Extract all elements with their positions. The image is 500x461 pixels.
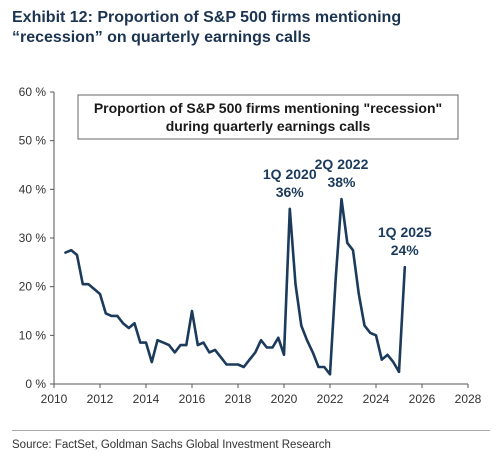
exhibit-title: Exhibit 12: Proportion of S&P 500 firms … <box>12 9 402 46</box>
y-tick-label: 30 % <box>19 231 47 245</box>
annotation-label: 1Q 2020 <box>263 166 317 182</box>
source-divider <box>12 430 490 431</box>
chart-title-line: Proportion of S&P 500 firms mentioning "… <box>94 100 442 116</box>
series-line <box>64 197 401 376</box>
annotation-label: 36% <box>276 184 305 200</box>
chart-inner-title-box: Proportion of S&P 500 firms mentioning "… <box>77 94 459 140</box>
x-tick-label: 2012 <box>87 392 114 406</box>
y-tick-label: 40 % <box>19 182 47 196</box>
y-tick-label: 60 % <box>19 85 47 99</box>
source-note: Source: FactSet, Goldman Sachs Global In… <box>12 439 331 451</box>
chart-ticks: 0 % 10 % 20 % 30 % 40 % 50 % 60 % 2010 2012 2014 2… <box>19 85 482 406</box>
x-tick-label: 2020 <box>271 392 298 406</box>
x-tick-label: 2024 <box>363 392 390 406</box>
y-tick-label: 0 % <box>25 377 46 391</box>
y-tick-label: 20 % <box>19 280 47 294</box>
x-tick-label: 2026 <box>409 392 436 406</box>
y-tick-label: 50 % <box>19 134 47 148</box>
series-line <box>397 265 407 374</box>
x-tick-label: 2016 <box>179 392 206 406</box>
annotation-label: 38% <box>327 174 356 190</box>
annotation-label: 1Q 2025 <box>378 224 432 240</box>
chart-title-line: during quarterly earnings calls <box>166 118 371 134</box>
chart-title-frame <box>77 94 459 140</box>
x-tick-label: 2018 <box>225 392 252 406</box>
x-tick-label: 2028 <box>455 392 482 406</box>
x-tick-label: 2022 <box>317 392 344 406</box>
chart-series <box>64 197 407 376</box>
x-tick-label: 2014 <box>133 392 160 406</box>
chart-annotations: 1Q 2020 36% 2Q 2022 38% 1Q 2025 24% <box>263 156 432 258</box>
y-tick-label: 10 % <box>19 328 47 342</box>
x-tick-label: 2010 <box>41 392 68 406</box>
annotation-label: 2Q 2022 <box>315 156 369 172</box>
annotation-label: 24% <box>391 242 420 258</box>
